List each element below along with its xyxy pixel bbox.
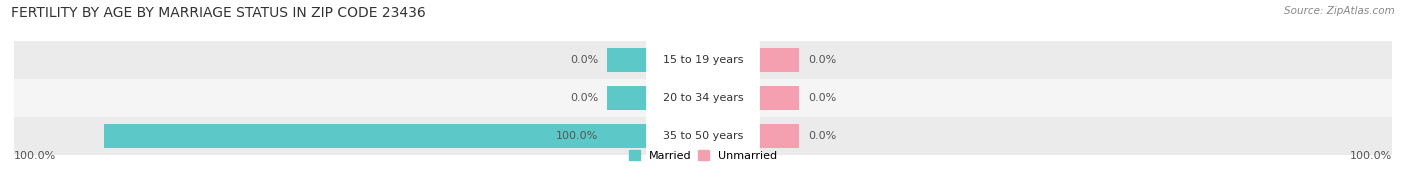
Text: 15 to 19 years: 15 to 19 years — [662, 55, 744, 65]
Bar — [607, 86, 650, 110]
Legend: Married, Unmarried: Married, Unmarried — [624, 146, 782, 165]
Text: 100.0%: 100.0% — [14, 151, 56, 161]
FancyBboxPatch shape — [647, 29, 759, 91]
Text: 0.0%: 0.0% — [808, 55, 837, 65]
Bar — [0, 117, 1406, 155]
Bar — [756, 124, 799, 148]
Bar — [607, 124, 650, 148]
Text: 0.0%: 0.0% — [808, 93, 837, 103]
Bar — [104, 124, 650, 148]
Text: 0.0%: 0.0% — [569, 93, 598, 103]
Text: 0.0%: 0.0% — [569, 55, 598, 65]
Bar — [0, 79, 1406, 117]
Text: 20 to 34 years: 20 to 34 years — [662, 93, 744, 103]
Text: FERTILITY BY AGE BY MARRIAGE STATUS IN ZIP CODE 23436: FERTILITY BY AGE BY MARRIAGE STATUS IN Z… — [11, 6, 426, 20]
Text: 35 to 50 years: 35 to 50 years — [662, 131, 744, 141]
Bar — [756, 48, 799, 72]
Text: 100.0%: 100.0% — [1350, 151, 1392, 161]
Text: 100.0%: 100.0% — [555, 131, 598, 141]
FancyBboxPatch shape — [647, 105, 759, 167]
Text: 0.0%: 0.0% — [808, 131, 837, 141]
Bar — [0, 41, 1406, 79]
Bar — [756, 86, 799, 110]
Bar — [607, 48, 650, 72]
FancyBboxPatch shape — [647, 67, 759, 129]
Text: Source: ZipAtlas.com: Source: ZipAtlas.com — [1284, 6, 1395, 16]
